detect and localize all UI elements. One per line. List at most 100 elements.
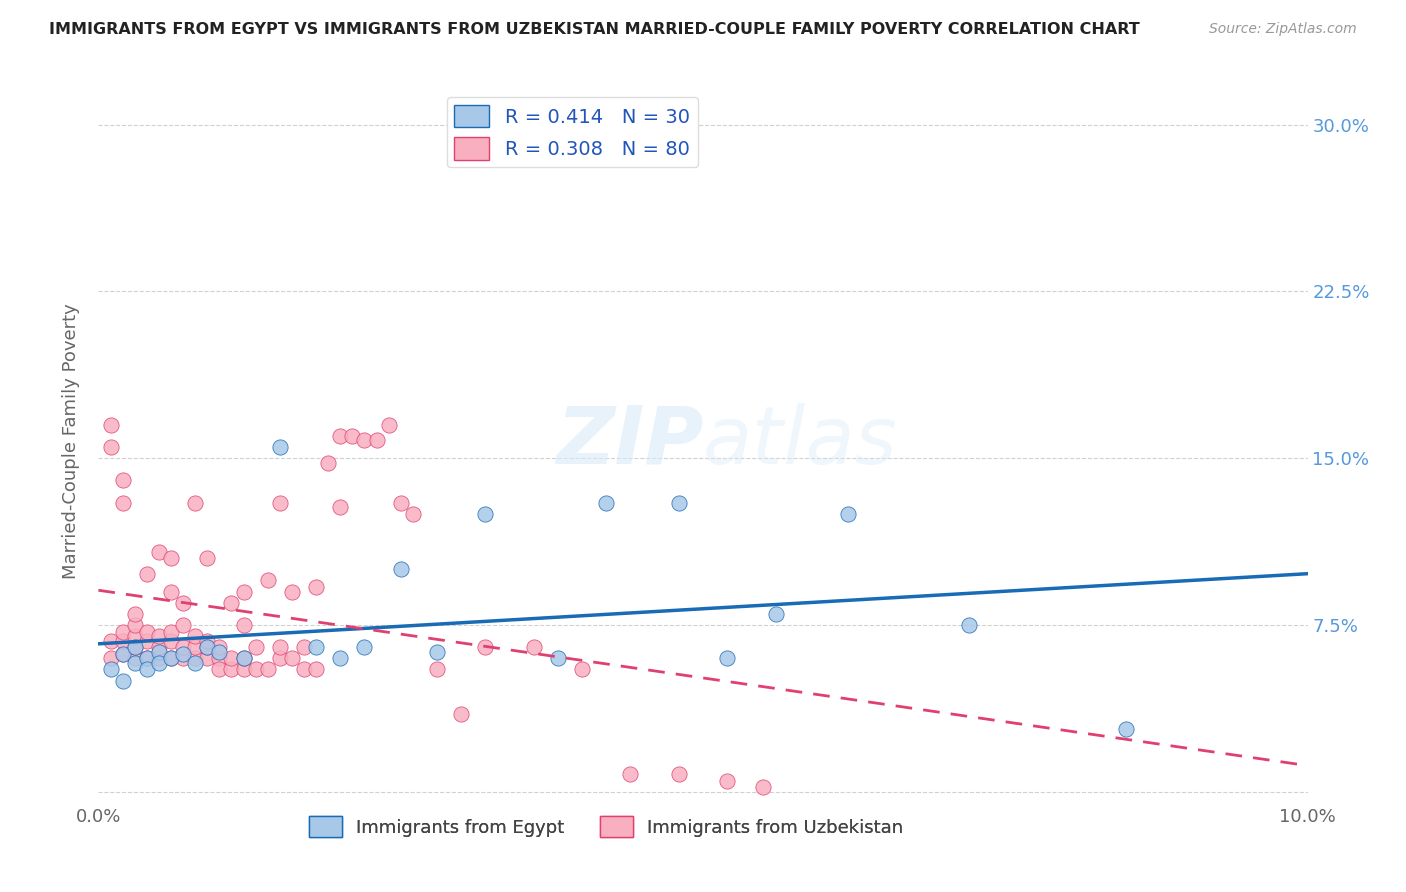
Point <box>281 584 304 599</box>
Point <box>208 651 231 665</box>
Point <box>232 618 254 632</box>
Point <box>377 417 399 432</box>
Point <box>172 618 194 632</box>
Point <box>245 662 267 676</box>
Point <box>172 647 194 661</box>
Point <box>426 645 449 659</box>
Point <box>135 651 157 665</box>
Point <box>160 651 183 665</box>
Point <box>329 651 352 665</box>
Point <box>765 607 787 621</box>
Point <box>148 629 170 643</box>
Point <box>111 647 134 661</box>
Point <box>221 651 243 665</box>
Point <box>100 633 122 648</box>
Point <box>366 434 388 448</box>
Point <box>232 651 254 665</box>
Point <box>269 640 291 655</box>
Text: IMMIGRANTS FROM EGYPT VS IMMIGRANTS FROM UZBEKISTAN MARRIED-COUPLE FAMILY POVERT: IMMIGRANTS FROM EGYPT VS IMMIGRANTS FROM… <box>49 22 1140 37</box>
Point <box>957 618 980 632</box>
Point <box>305 662 328 676</box>
Point <box>716 773 738 788</box>
Point <box>292 640 315 655</box>
Text: ZIP: ZIP <box>555 402 703 481</box>
Point <box>195 551 218 566</box>
Point <box>195 640 218 655</box>
Point <box>232 662 254 676</box>
Point <box>135 566 157 581</box>
Point <box>148 640 170 655</box>
Point <box>100 651 122 665</box>
Point <box>595 496 617 510</box>
Point <box>148 656 170 670</box>
Point <box>160 551 183 566</box>
Point <box>124 640 146 655</box>
Point <box>668 496 690 510</box>
Point <box>111 624 134 639</box>
Point <box>221 596 243 610</box>
Point <box>100 417 122 432</box>
Point <box>124 651 146 665</box>
Point <box>547 651 569 665</box>
Point <box>474 507 496 521</box>
Point <box>474 640 496 655</box>
Text: Source: ZipAtlas.com: Source: ZipAtlas.com <box>1209 22 1357 37</box>
Point <box>752 780 775 795</box>
Point <box>148 645 170 659</box>
Point <box>342 429 364 443</box>
Point <box>208 662 231 676</box>
Point <box>232 584 254 599</box>
Point <box>716 651 738 665</box>
Point <box>100 662 122 676</box>
Point <box>619 767 641 781</box>
Point <box>1115 723 1137 737</box>
Point <box>523 640 546 655</box>
Point <box>160 584 183 599</box>
Point <box>208 640 231 655</box>
Point <box>389 562 412 576</box>
Point <box>353 640 375 655</box>
Point <box>160 651 183 665</box>
Y-axis label: Married-Couple Family Poverty: Married-Couple Family Poverty <box>62 303 80 580</box>
Point <box>195 651 218 665</box>
Point <box>402 507 425 521</box>
Point <box>160 624 183 639</box>
Point <box>316 456 339 470</box>
Point <box>100 440 122 454</box>
Point <box>124 607 146 621</box>
Point <box>389 496 412 510</box>
Point <box>668 767 690 781</box>
Point <box>256 662 278 676</box>
Point <box>124 618 146 632</box>
Point <box>571 662 593 676</box>
Point <box>837 507 859 521</box>
Point <box>195 640 218 655</box>
Point <box>184 651 207 665</box>
Point <box>281 651 304 665</box>
Point <box>184 640 207 655</box>
Point <box>329 429 352 443</box>
Point <box>135 633 157 648</box>
Point <box>135 651 157 665</box>
Point <box>208 645 231 659</box>
Point <box>269 496 291 510</box>
Point <box>195 633 218 648</box>
Point <box>111 633 134 648</box>
Point <box>148 544 170 558</box>
Point <box>450 706 472 721</box>
Point <box>184 656 207 670</box>
Point <box>426 662 449 676</box>
Point <box>232 651 254 665</box>
Point <box>111 673 134 688</box>
Point <box>148 651 170 665</box>
Point <box>256 574 278 588</box>
Point <box>111 647 134 661</box>
Point <box>353 434 375 448</box>
Point <box>124 640 146 655</box>
Point <box>160 633 183 648</box>
Point <box>111 474 134 488</box>
Point <box>221 662 243 676</box>
Point <box>305 580 328 594</box>
Point <box>184 496 207 510</box>
Point <box>305 640 328 655</box>
